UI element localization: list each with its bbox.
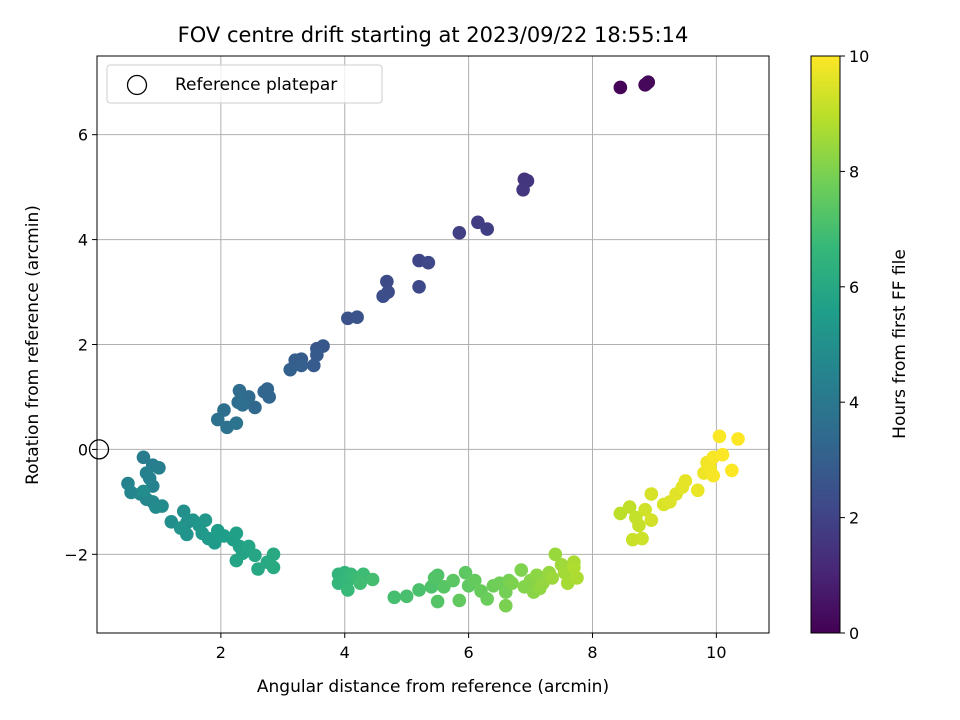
data-point <box>248 548 262 563</box>
data-point <box>427 571 442 585</box>
data-point <box>545 571 560 585</box>
colorbar-tick-label: 4 <box>849 393 859 412</box>
data-point <box>136 450 151 465</box>
plot-area: 2 4 6 8 10 −2 0 2 4 6 <box>64 55 770 662</box>
axes-frame <box>96 55 770 634</box>
data-point <box>152 460 166 475</box>
data-point <box>638 502 652 517</box>
data-point <box>207 535 222 550</box>
x-tick-label: 2 <box>216 643 226 662</box>
data-point <box>505 576 519 590</box>
data-point <box>514 563 529 577</box>
x-tick-label: 8 <box>587 643 597 662</box>
data-point <box>262 390 276 404</box>
data-point <box>350 310 364 325</box>
colorbar-tick-label: 2 <box>849 509 859 528</box>
data-point <box>180 527 194 542</box>
data-point <box>516 182 530 197</box>
data-point <box>715 447 730 462</box>
data-point <box>421 255 436 270</box>
data-point <box>567 560 581 575</box>
data-point <box>706 468 721 483</box>
y-tick-label: 6 <box>78 126 88 145</box>
data-point <box>365 572 380 587</box>
legend-label-reference: Reference platepar <box>175 75 337 95</box>
data-point <box>452 593 467 608</box>
y-tick-label: −2 <box>64 545 88 564</box>
data-point <box>248 400 262 415</box>
reference-platepar-marker <box>88 439 110 460</box>
data-point <box>210 412 225 427</box>
data-point <box>399 589 414 604</box>
data-point <box>458 565 473 580</box>
data-point <box>283 362 298 377</box>
data-point <box>678 474 693 488</box>
data-point <box>570 571 584 585</box>
data-point <box>639 77 654 91</box>
chart-title: FOV centre drift starting at 2023/09/22 … <box>178 23 689 47</box>
data-point <box>412 280 426 294</box>
legend: Reference platepar <box>106 64 383 104</box>
data-point <box>353 576 368 590</box>
x-tick-label: 10 <box>706 643 726 662</box>
data-point <box>310 348 324 362</box>
data-point <box>613 80 628 95</box>
data-point <box>471 215 485 230</box>
data-point <box>176 504 191 519</box>
data-point <box>452 225 467 240</box>
data-point <box>235 398 250 412</box>
data-point <box>622 500 637 514</box>
data-point <box>387 590 402 605</box>
x-tick-label: 6 <box>464 643 474 662</box>
data-point <box>480 222 494 236</box>
data-point <box>266 547 281 562</box>
data-point <box>232 383 247 398</box>
data-point <box>412 583 426 597</box>
x-axis-label: Angular distance from reference (arcmin) <box>257 677 609 697</box>
data-point <box>380 274 394 289</box>
data-point <box>548 547 563 562</box>
data-point <box>229 526 244 541</box>
legend-frame <box>106 64 383 104</box>
data-point <box>446 573 460 588</box>
data-point <box>644 513 659 528</box>
data-point <box>306 358 321 373</box>
data-point <box>376 289 390 304</box>
data-point <box>229 416 244 430</box>
data-point <box>198 513 213 528</box>
data-point <box>430 594 445 609</box>
y-axis-label: Rotation from reference (arcmin) <box>23 205 43 485</box>
colorbar: Hours from first FF file 0 2 4 6 8 10 <box>810 47 910 643</box>
data-point <box>251 562 265 576</box>
data-point <box>468 573 482 588</box>
data-point <box>635 531 649 546</box>
data-point <box>632 518 646 533</box>
y-tick-label: 0 <box>78 440 88 459</box>
colorbar-label: Hours from first FF file <box>890 249 910 439</box>
colorbar-tick-label: 6 <box>849 278 859 297</box>
x-tick-label: 4 <box>340 643 350 662</box>
data-point <box>294 358 309 373</box>
data-point <box>725 463 739 478</box>
colorbar-tick-label: 10 <box>849 47 869 66</box>
data-point <box>266 560 281 575</box>
data-point <box>644 487 659 501</box>
colorbar-tick-label: 8 <box>849 162 859 181</box>
y-tick-label: 2 <box>78 336 88 355</box>
data-point <box>690 483 705 498</box>
colorbar-tick-label: 0 <box>849 624 859 643</box>
data-point <box>136 484 151 499</box>
legend-marker-reference <box>126 74 148 96</box>
y-tick-label: 4 <box>78 231 88 250</box>
data-point <box>229 553 244 568</box>
colorbar-gradient <box>810 55 841 634</box>
data-point <box>341 583 355 597</box>
data-point <box>155 499 169 513</box>
data-point <box>480 592 494 606</box>
data-point <box>498 598 513 613</box>
data-point <box>712 429 727 444</box>
data-point <box>731 432 745 446</box>
